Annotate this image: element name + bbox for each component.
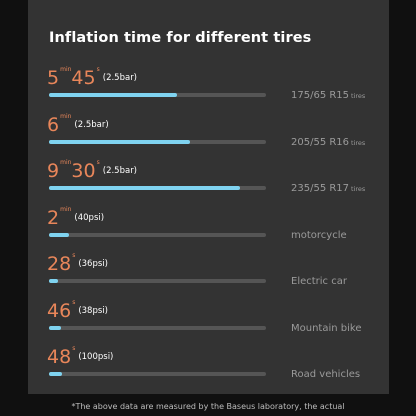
time-unit: s	[96, 159, 100, 166]
time-value: 2min(40psi)	[47, 206, 104, 232]
chart-row: 48s(100psi) Road vehicles	[28, 345, 389, 389]
bar-fill	[49, 93, 177, 97]
time-value: 46s(38psi)	[47, 299, 108, 325]
tire-suffix: tires	[351, 185, 366, 193]
tire-name: Electric car	[291, 276, 347, 287]
time-number: 46	[47, 299, 72, 322]
chart-row: 5min45s(2.5bar) 175/65 R15 tires	[28, 66, 389, 110]
time-unit: min	[60, 205, 72, 213]
time-value: 48s(100psi)	[47, 345, 113, 371]
pressure-note: (2.5bar)	[74, 119, 109, 130]
tire-name: 175/65 R15	[291, 90, 350, 101]
bar-track	[49, 279, 266, 283]
bar-track	[49, 232, 266, 237]
tire-label: Road vehicles	[291, 369, 360, 380]
time-number: 28	[47, 253, 72, 275]
time-value: 6min(2.5bar)	[47, 113, 109, 139]
chart-row: 6min(2.5bar) 205/55 R16 tires	[28, 113, 389, 157]
time-unit: s	[72, 345, 76, 352]
time-unit: s	[72, 252, 76, 259]
time-unit: s	[72, 298, 76, 306]
bar-fill	[49, 232, 69, 237]
tire-label: motorcycle	[291, 230, 347, 241]
bar-fill	[49, 325, 61, 330]
bar-track	[49, 93, 266, 97]
tire-label: 175/65 R15 tires	[291, 90, 365, 101]
chart-title: Inflation time for different tires	[49, 30, 312, 46]
time-number: 9	[47, 160, 60, 182]
tire-name: 205/55 R16	[291, 136, 350, 148]
bar-track	[49, 372, 266, 376]
time-number: 6	[47, 113, 60, 136]
time-value: 28s(36psi)	[47, 252, 108, 278]
time-unit: min	[60, 66, 72, 73]
time-number: 45	[71, 67, 96, 89]
tire-label: 235/55 R17 tires	[291, 183, 365, 194]
tire-name: Mountain bike	[291, 322, 362, 334]
tire-name: Road vehicles	[291, 369, 361, 380]
chart-card: Inflation time for different tires 5min4…	[28, 0, 389, 394]
pressure-note: (2.5bar)	[102, 73, 137, 83]
bar-fill	[49, 139, 190, 144]
time-unit: s	[96, 66, 100, 73]
tire-suffix: tires	[351, 138, 366, 147]
chart-row: 28s(36psi) Electric car	[28, 252, 389, 296]
tire-label: Electric car	[291, 276, 347, 287]
bar-track	[49, 186, 266, 190]
time-number: 2	[47, 206, 60, 229]
footer-note: *The above data are measured by the Base…	[71, 402, 345, 411]
tire-name: 235/55 R17	[291, 183, 350, 194]
pressure-note: (36psi)	[78, 259, 108, 269]
time-number: 5	[47, 67, 60, 89]
time-number: 48	[47, 346, 72, 368]
bar-track	[49, 139, 266, 144]
pressure-note: (38psi)	[78, 305, 108, 316]
tire-label: Mountain bike	[291, 323, 361, 334]
pressure-note: (40psi)	[74, 212, 105, 223]
time-unit: min	[60, 112, 72, 120]
bar-fill	[49, 186, 240, 190]
time-number: 30	[71, 160, 96, 182]
tire-name: motorcycle	[291, 229, 347, 241]
time-value: 9min30s(2.5bar)	[47, 159, 137, 185]
bar-fill	[49, 279, 58, 283]
pressure-note: (100psi)	[78, 352, 114, 362]
tire-suffix: tires	[351, 92, 366, 100]
time-value: 5min45s(2.5bar)	[47, 66, 137, 92]
chart-row: 9min30s(2.5bar) 235/55 R17 tires	[28, 159, 389, 203]
bar-fill	[49, 372, 62, 376]
time-unit: min	[60, 159, 72, 166]
tire-label: 205/55 R16 tires	[291, 137, 365, 148]
chart-row: 2min(40psi) motorcycle	[28, 206, 389, 250]
pressure-note: (2.5bar)	[102, 166, 137, 176]
bar-track	[49, 325, 266, 330]
chart-row: 46s(38psi) Mountain bike	[28, 299, 389, 343]
